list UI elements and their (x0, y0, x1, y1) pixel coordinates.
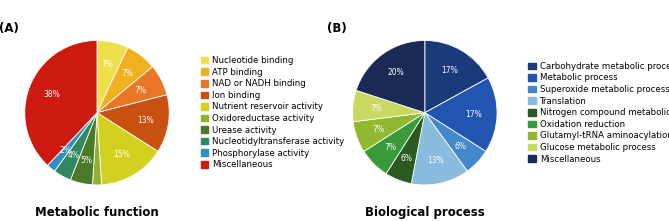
Wedge shape (47, 113, 97, 171)
Text: 2%: 2% (60, 146, 72, 155)
Text: 7%: 7% (134, 86, 147, 95)
Wedge shape (356, 40, 425, 113)
Wedge shape (353, 113, 425, 151)
Text: 6%: 6% (401, 154, 413, 163)
Wedge shape (364, 113, 425, 174)
Wedge shape (411, 113, 467, 185)
Wedge shape (425, 78, 497, 151)
Legend: Nucleotide binding, ATP binding, NAD or NADH binding, Ion binding, Nutrient rese: Nucleotide binding, ATP binding, NAD or … (201, 56, 344, 169)
Title: Biological process: Biological process (365, 206, 484, 219)
Text: 7%: 7% (370, 104, 382, 112)
Text: 7%: 7% (102, 60, 114, 69)
Wedge shape (97, 40, 128, 113)
Text: (A): (A) (0, 22, 19, 35)
Wedge shape (386, 113, 425, 184)
Text: 13%: 13% (137, 116, 154, 125)
Wedge shape (353, 90, 425, 122)
Text: 15%: 15% (114, 151, 130, 160)
Title: Metabolic function: Metabolic function (35, 206, 159, 219)
Wedge shape (92, 113, 102, 185)
Wedge shape (55, 113, 97, 180)
Wedge shape (97, 113, 158, 185)
Legend: Carbohydrate metabolic process, Metabolic process, Superoxide metabolic process,: Carbohydrate metabolic process, Metaboli… (529, 62, 669, 164)
Text: 7%: 7% (121, 69, 133, 78)
Text: 38%: 38% (43, 90, 60, 99)
Text: 17%: 17% (466, 110, 482, 119)
Text: 20%: 20% (387, 69, 404, 78)
Text: 17%: 17% (442, 66, 458, 75)
Text: 5%: 5% (80, 156, 92, 165)
Wedge shape (70, 113, 97, 185)
Text: 4%: 4% (68, 151, 80, 160)
Text: (B): (B) (327, 22, 347, 35)
Text: 7%: 7% (373, 125, 385, 134)
Wedge shape (25, 40, 97, 165)
Wedge shape (425, 40, 488, 113)
Wedge shape (425, 113, 486, 171)
Text: 7%: 7% (384, 143, 396, 152)
Text: 6%: 6% (455, 142, 467, 151)
Wedge shape (97, 47, 153, 113)
Wedge shape (97, 67, 167, 113)
Text: 13%: 13% (427, 156, 444, 165)
Wedge shape (97, 95, 169, 151)
